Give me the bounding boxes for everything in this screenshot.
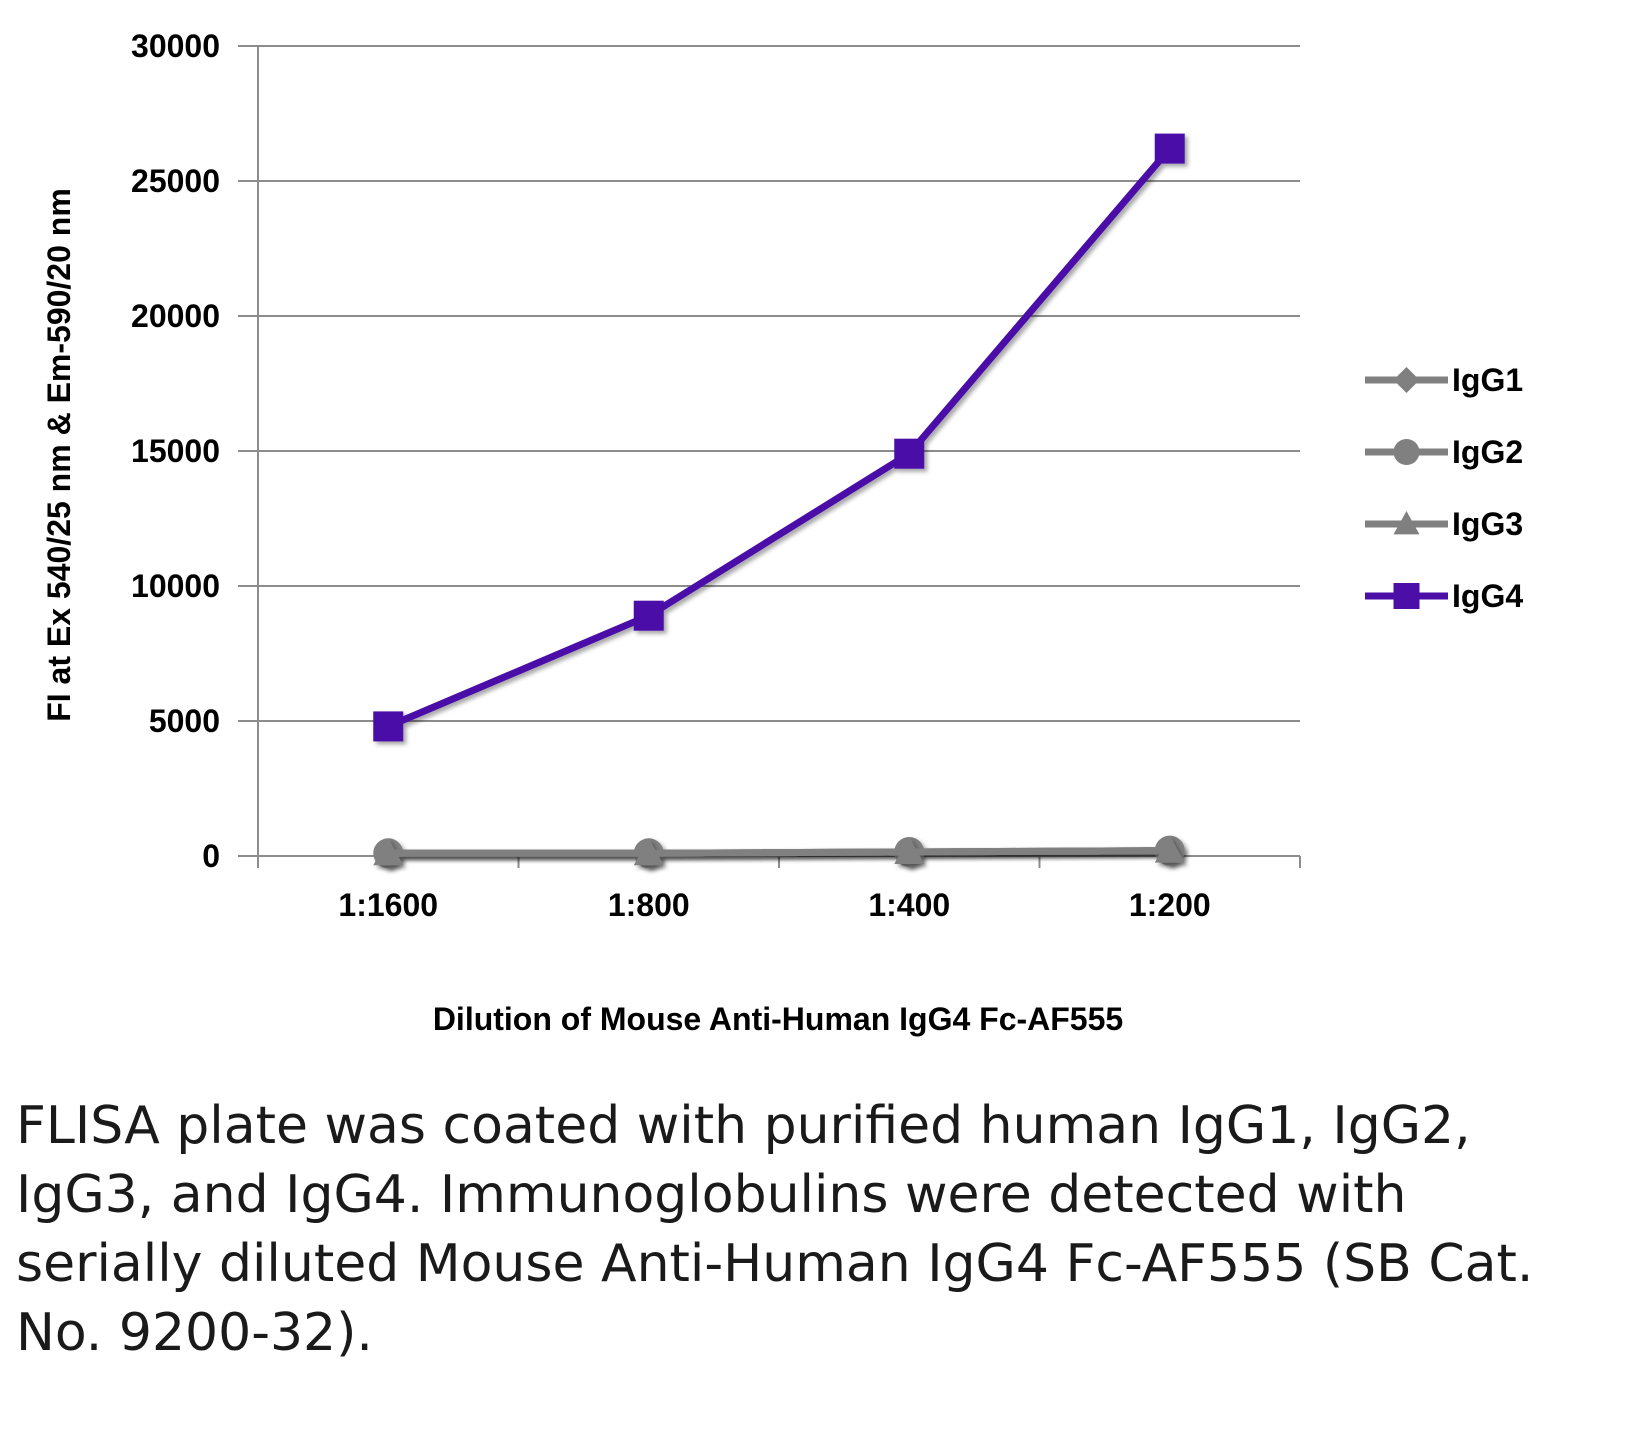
data-point-igg4 xyxy=(894,438,925,469)
data-point-igg4 xyxy=(633,600,664,631)
x-tick-labels: 1:1600 1:800 1:400 1:200 xyxy=(338,887,1210,923)
series-line-igg3 xyxy=(388,847,1170,857)
data-point-igg3 xyxy=(373,838,404,866)
y-tick-label: 30000 xyxy=(131,28,220,64)
figure-caption: FLISA plate was coated with purified hum… xyxy=(16,1096,1534,1363)
legend-label: IgG3 xyxy=(1452,506,1523,542)
y-tick-labels: 0 5000 10000 15000 20000 25000 30000 xyxy=(131,28,220,874)
legend-label: IgG2 xyxy=(1452,434,1523,470)
y-tick-label: 0 xyxy=(202,838,220,874)
series-igg3 xyxy=(373,835,1185,866)
legend-label: IgG4 xyxy=(1452,578,1523,614)
legend-marker-square-icon xyxy=(1393,583,1420,609)
series-line-igg4 xyxy=(386,146,1173,730)
data-point-igg3 xyxy=(1154,835,1185,863)
data-point-igg4 xyxy=(373,711,404,742)
legend-marker-diamond-icon xyxy=(1393,367,1420,393)
y-axis-title: FI at Ex 540/25 nm & Em-590/20 nm xyxy=(41,188,77,722)
legend: IgG1 IgG2 IgG3 IgG4 xyxy=(1365,362,1523,614)
x-tick-label: 1:200 xyxy=(1129,887,1211,923)
x-axis-title: Dilution of Mouse Anti-Human IgG4 Fc-AF5… xyxy=(433,1001,1123,1037)
data-point-igg4 xyxy=(1154,133,1185,164)
y-tick-label: 15000 xyxy=(131,433,220,469)
series-igg4 xyxy=(373,133,1185,742)
y-tick-label: 5000 xyxy=(149,703,220,739)
legend-item-igg1: IgG1 xyxy=(1365,362,1523,398)
x-tick-label: 1:800 xyxy=(608,887,690,923)
data-point-igg3 xyxy=(633,838,664,866)
gridlines xyxy=(238,45,1300,722)
legend-item-igg3: IgG3 xyxy=(1365,506,1523,542)
legend-item-igg4: IgG4 xyxy=(1365,578,1523,614)
x-tick-label: 1:400 xyxy=(868,887,950,923)
legend-label: IgG1 xyxy=(1452,362,1523,398)
y-tick-label: 10000 xyxy=(131,568,220,604)
data-point-igg3 xyxy=(894,836,925,864)
legend-marker-circle-icon xyxy=(1393,439,1420,465)
legend-marker-triangle-icon xyxy=(1393,511,1420,535)
axes xyxy=(238,46,1301,868)
elisa-line-chart: 0 5000 10000 15000 20000 25000 30000 1:1600 1:8… xyxy=(41,28,1523,1037)
legend-item-igg2: IgG2 xyxy=(1365,434,1523,470)
x-tick-label: 1:1600 xyxy=(338,887,438,923)
y-tick-label: 25000 xyxy=(131,163,220,199)
y-tick-label: 20000 xyxy=(131,298,220,334)
series xyxy=(373,133,1185,869)
